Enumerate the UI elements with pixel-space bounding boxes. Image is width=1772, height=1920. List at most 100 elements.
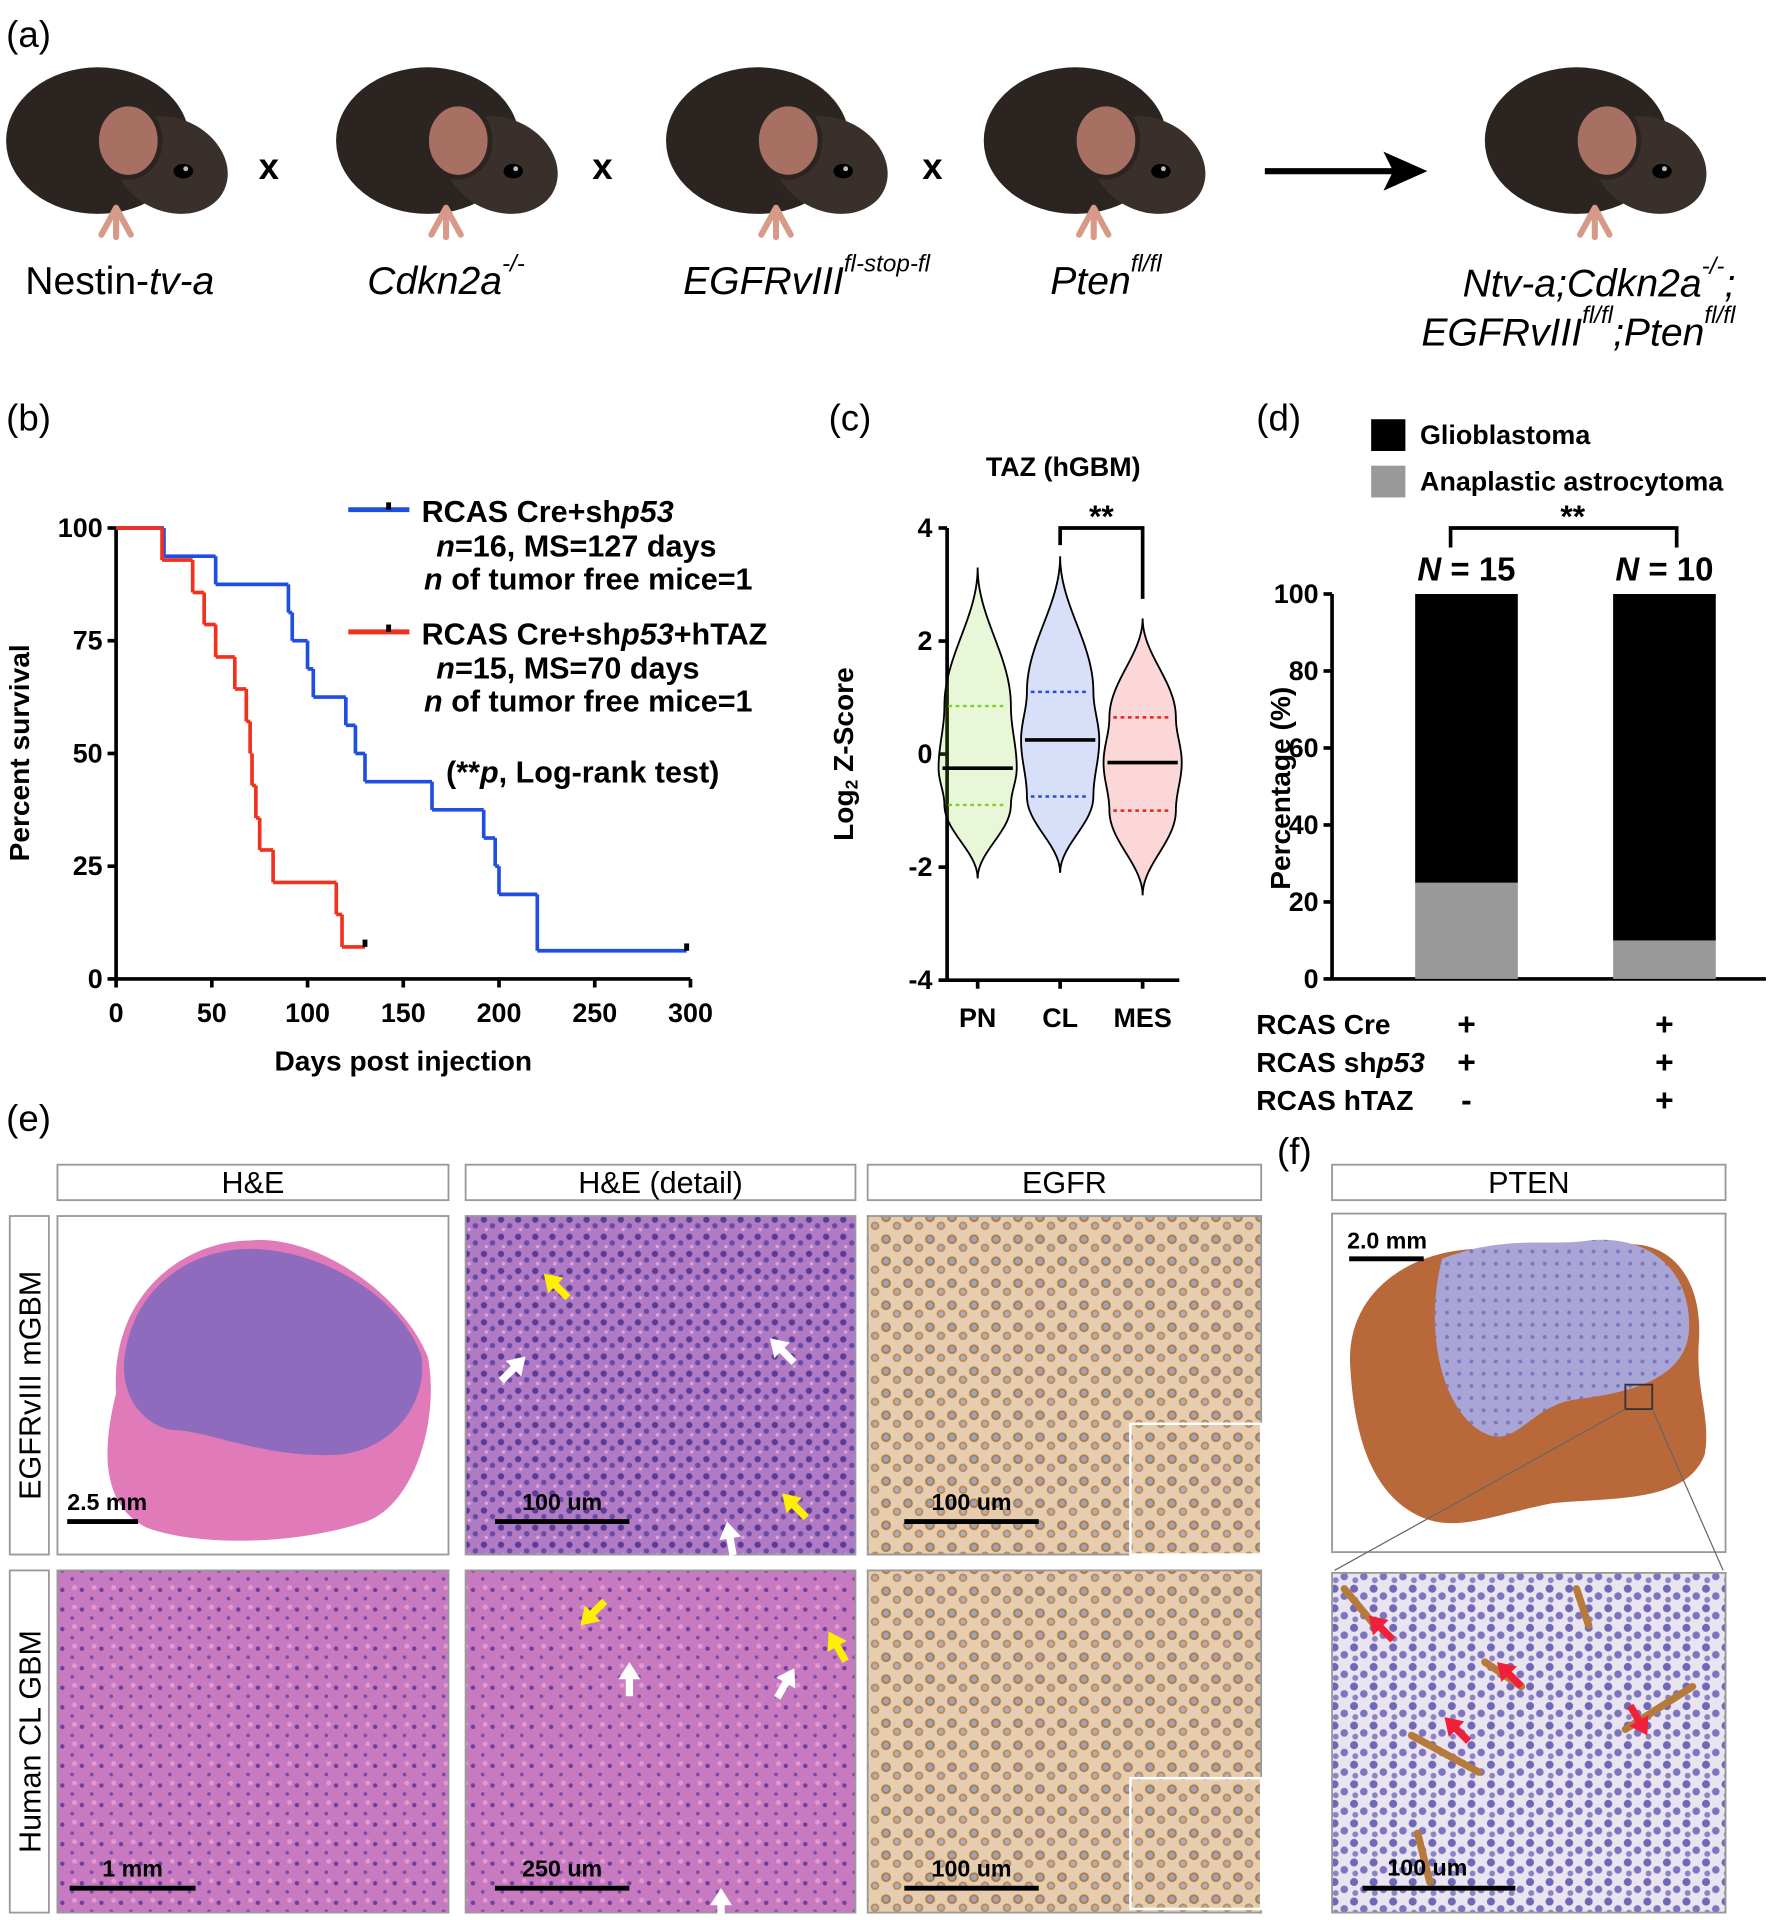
- x-tick-label: PN: [959, 1003, 996, 1033]
- y-tick-label: 100: [58, 513, 103, 543]
- n-label-part: N: [1615, 550, 1640, 587]
- row-label-box: [8, 1215, 50, 1556]
- mouse-ear: [1071, 101, 1141, 180]
- legend-label-part: p53: [620, 495, 674, 529]
- zoom-line: [1651, 1408, 1724, 1571]
- legend-label-part: p53: [620, 617, 674, 651]
- n-label-part: = 15: [1441, 550, 1515, 587]
- figure-content: (a)(b) (c) (d)(e)(f)Nestin-tv-a Cdkn2a-/- EG…: [4, 14, 1766, 1920]
- legend-stats-part: =16, MS=127 days: [455, 529, 717, 563]
- test-annotation: (**p, Log-rank test): [446, 755, 719, 789]
- y-tick-label: 2: [917, 626, 932, 656]
- mouse-illustration: [983, 67, 1206, 241]
- x-tick-label: 250: [572, 998, 617, 1028]
- violin: [1102, 618, 1183, 896]
- panel-label: (b): [6, 398, 51, 439]
- mouse-ear: [1572, 101, 1642, 180]
- legend-label-part: RCAS Cre+sh: [422, 495, 621, 529]
- zoom-box: [1624, 1383, 1654, 1411]
- cross-arrow-head: [1383, 151, 1428, 191]
- result-genotype: EGFRvIIIfl/fl;Ptenfl/fl: [1421, 301, 1736, 354]
- y-axis-label-part: Log: [828, 789, 859, 840]
- y-axis-label-part: Z-Score: [828, 667, 859, 779]
- significance-label: **: [1089, 498, 1114, 534]
- mouse-paw: [1076, 204, 1112, 241]
- pointer-arrow: [580, 1598, 608, 1626]
- mouse-illustration: [666, 67, 888, 241]
- mouse-paw: [758, 204, 794, 241]
- legend-stats: n=16, MS=127 days: [436, 529, 716, 563]
- header-box: [1331, 1163, 1727, 1202]
- result-genotype-part: ;: [1724, 262, 1735, 305]
- scale-bar-label: 100 um: [932, 1489, 1012, 1515]
- mouse-eye-glint: [1160, 166, 1166, 172]
- cross-symbol: x: [259, 146, 280, 187]
- mouse-eye-glint: [843, 166, 849, 172]
- condition-label: RCAS Cre: [1256, 1009, 1390, 1040]
- legend-stats-part: n: [424, 685, 443, 719]
- result-genotype-part: EGFRvIII: [1421, 311, 1582, 354]
- tissue-tumor: [123, 1248, 423, 1456]
- legend-label: RCAS Cre+shp53+hTAZ: [422, 617, 768, 651]
- pointer-arrow: [1368, 1615, 1396, 1643]
- y-axis-label: Log2 Z-Score: [828, 667, 862, 841]
- condition-value: +: [1655, 1082, 1674, 1118]
- panel-label: (d): [1256, 398, 1301, 439]
- legend-swatch: [1371, 419, 1406, 452]
- strain-label: Ptenfl/fl: [1050, 250, 1162, 303]
- scale-bar-label: 100 um: [932, 1856, 1012, 1882]
- chart-title: TAZ (hGBM): [986, 452, 1141, 482]
- column-header: H&E: [222, 1166, 285, 1200]
- pointer-arrow: [719, 1521, 741, 1556]
- mouse-paw: [1577, 204, 1613, 241]
- y-tick-label: 75: [73, 626, 103, 656]
- header-box: [866, 1163, 1263, 1202]
- column-header: PTEN: [1488, 1166, 1569, 1200]
- mouse-paw: [428, 204, 464, 241]
- x-tick-label: MES: [1114, 1003, 1172, 1033]
- strain-label-part: Cdkn2a: [367, 260, 502, 303]
- mouse-eye-glint: [1662, 166, 1667, 172]
- row-label: EGFRvIII mGBM: [14, 1271, 48, 1500]
- scale-bar-label: 250 um: [522, 1856, 602, 1882]
- strain-label-part: Pten: [1050, 260, 1130, 303]
- n-label-part: = 10: [1639, 550, 1713, 587]
- column-header: EGFR: [1022, 1166, 1107, 1200]
- pointer-arrow: [827, 1631, 849, 1663]
- mouse-ear: [424, 101, 493, 180]
- scale-bar-label: 100 um: [1387, 1854, 1467, 1880]
- y-tick-label: 4: [917, 513, 932, 543]
- pointer-arrow: [1627, 1703, 1649, 1736]
- y-tick-label: 0: [88, 964, 103, 994]
- significance-bracket: [1058, 526, 1145, 599]
- stained-vessel: [1572, 1585, 1593, 1630]
- mouse-eye-glint: [513, 166, 519, 172]
- strain-label-part: Nestin-: [25, 260, 149, 303]
- zoom-line: [1334, 1408, 1626, 1571]
- condition-label-part: RCAS Cre: [1256, 1009, 1390, 1040]
- x-tick-label: 100: [285, 998, 330, 1028]
- n-label-part: N: [1417, 550, 1442, 587]
- y-tick-label: 60: [1289, 733, 1319, 763]
- x-tick-label: 150: [381, 998, 426, 1028]
- pointer-arrow: [710, 1888, 733, 1920]
- row-label-box: [8, 1569, 50, 1914]
- mouse-ear: [754, 101, 823, 180]
- strain-label-part: fl/fl: [1131, 250, 1163, 277]
- x-tick-label: CL: [1042, 1003, 1078, 1033]
- legend-label: Glioblastoma: [1420, 420, 1591, 450]
- y-tick-label: 50: [73, 738, 103, 768]
- y-tick-label: 80: [1289, 656, 1319, 686]
- legend-stats-part: of tumor free mice=1: [443, 685, 753, 719]
- violin: [1020, 556, 1101, 873]
- pointer-arrow: [769, 1338, 797, 1366]
- significance-label: **: [1560, 498, 1585, 534]
- result-genotype-part: -/-: [1702, 252, 1725, 279]
- bar-segment: [1613, 940, 1716, 979]
- result-genotype: Ntv-a;Cdkn2a-/-;: [1463, 252, 1736, 305]
- n-label: N = 15: [1417, 550, 1515, 587]
- x-tick-label: 300: [668, 998, 713, 1028]
- strain-label-part: tv-a: [149, 260, 214, 303]
